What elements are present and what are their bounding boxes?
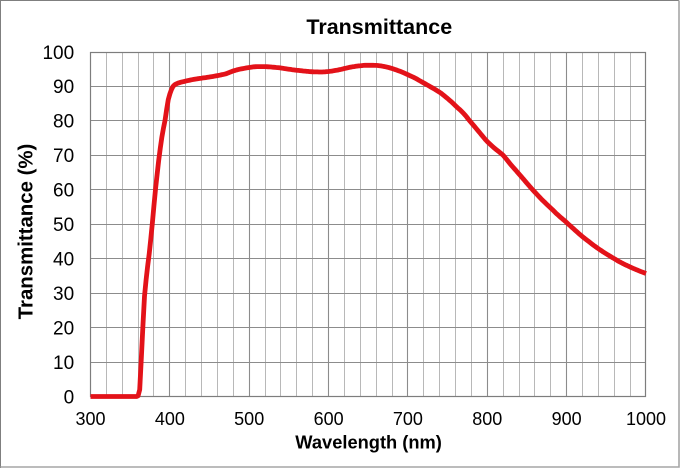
svg-text:500: 500 [234, 409, 264, 429]
svg-text:100: 100 [42, 43, 74, 64]
svg-text:Transmittance (%): Transmittance (%) [15, 144, 37, 320]
svg-text:20: 20 [53, 318, 74, 339]
svg-text:1000: 1000 [626, 409, 666, 429]
svg-text:600: 600 [314, 409, 344, 429]
svg-text:30: 30 [53, 284, 74, 305]
svg-text:70: 70 [53, 146, 74, 167]
svg-text:400: 400 [155, 409, 185, 429]
svg-text:300: 300 [75, 409, 105, 429]
svg-text:80: 80 [53, 112, 74, 133]
svg-text:0: 0 [64, 387, 75, 408]
svg-text:90: 90 [53, 77, 74, 98]
svg-text:60: 60 [53, 181, 74, 202]
svg-text:10: 10 [53, 353, 74, 374]
svg-text:800: 800 [472, 409, 502, 429]
svg-text:Transmittance: Transmittance [306, 15, 452, 39]
svg-text:50: 50 [53, 215, 74, 236]
svg-text:40: 40 [53, 250, 74, 271]
svg-text:700: 700 [393, 409, 423, 429]
svg-text:900: 900 [552, 409, 582, 429]
svg-text:Wavelength (nm): Wavelength (nm) [295, 431, 442, 452]
